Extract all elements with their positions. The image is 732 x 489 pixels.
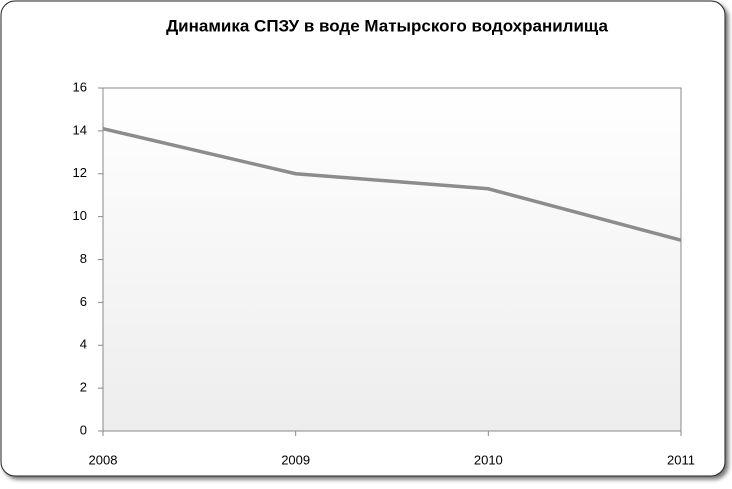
y-tick-label: 14	[73, 122, 87, 137]
y-tick-label: 0	[80, 422, 87, 437]
x-tick-label: 2010	[474, 452, 503, 467]
y-tick-label: 12	[73, 165, 87, 180]
y-tick-label: 16	[73, 79, 87, 94]
chart-title: Динамика СПЗУ в воде Матырского водохран…	[166, 16, 608, 35]
y-tick-label: 10	[73, 208, 87, 223]
data-line	[102, 127, 682, 242]
x-tick-label: 2008	[89, 452, 118, 467]
plot-area	[102, 87, 682, 432]
x-tick-label: 2009	[281, 452, 310, 467]
y-tick-label: 2	[80, 380, 87, 395]
y-tick-label: 4	[80, 337, 87, 352]
y-tick-label: 8	[80, 251, 87, 266]
y-tick-label: 6	[80, 294, 87, 309]
x-tick-label: 2011	[667, 452, 695, 467]
